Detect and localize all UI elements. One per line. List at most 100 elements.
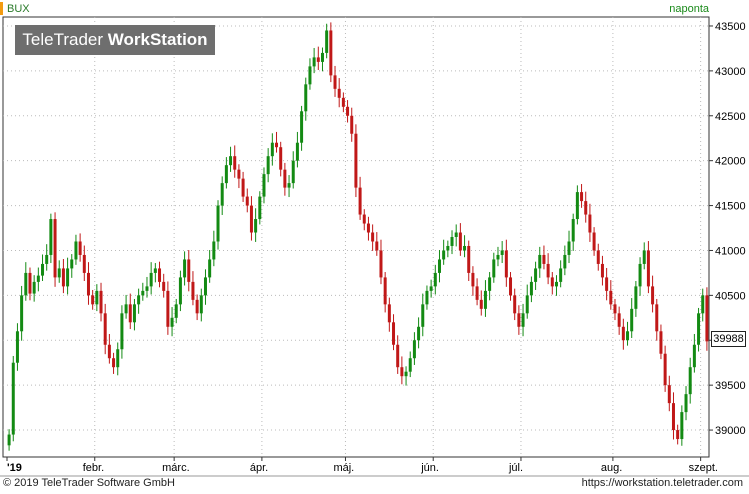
candle-body xyxy=(483,290,487,309)
candle-body xyxy=(295,142,299,161)
candle-body xyxy=(517,313,521,327)
candle-body xyxy=(613,304,617,314)
candle-body xyxy=(128,304,132,323)
candle-body xyxy=(667,385,671,404)
x-tick-label: szept. xyxy=(689,462,718,474)
candle-body xyxy=(408,358,412,372)
candle-body xyxy=(187,259,191,282)
candle-body xyxy=(241,178,245,197)
candle-body xyxy=(663,353,667,386)
candle-body xyxy=(237,169,241,179)
candle-body xyxy=(107,344,111,359)
x-tick-label: ápr. xyxy=(250,462,268,474)
candle-body xyxy=(538,254,542,269)
candle-body xyxy=(688,367,692,395)
candle-body xyxy=(279,147,283,170)
candle-body xyxy=(458,232,462,251)
candle-body xyxy=(701,295,705,314)
last-value-badge: 39988 xyxy=(711,331,746,347)
candle-body xyxy=(375,241,379,251)
symbol-label[interactable]: BUX xyxy=(7,3,30,15)
candle-body xyxy=(325,30,329,53)
candle-body xyxy=(425,290,429,305)
candle-body xyxy=(99,290,103,314)
candle-body xyxy=(646,250,650,287)
period-label[interactable]: naponta xyxy=(669,3,709,15)
candle-body xyxy=(7,434,11,446)
candle-body xyxy=(651,286,655,305)
candle-body xyxy=(534,268,538,282)
candle-body xyxy=(346,106,350,116)
candle-body xyxy=(287,183,291,188)
candle-body xyxy=(642,250,646,264)
candle-body xyxy=(542,254,546,264)
x-tick-label: júl. xyxy=(508,462,523,474)
candle-body xyxy=(433,272,437,287)
candle-body xyxy=(145,286,149,291)
candle-body xyxy=(580,192,584,202)
candle-body xyxy=(158,268,162,282)
candle-body xyxy=(584,201,588,215)
plot-border xyxy=(2,16,710,458)
candle-body xyxy=(563,254,567,269)
candle-body xyxy=(525,295,529,314)
candle-body xyxy=(300,111,304,143)
x-tick-label: jún. xyxy=(420,462,439,474)
candle-body xyxy=(112,358,116,368)
candle-body xyxy=(24,272,28,296)
candle-body xyxy=(20,295,24,332)
candle-body xyxy=(387,304,391,323)
candle-body xyxy=(208,259,212,278)
y-tick-label: 41000 xyxy=(715,245,746,257)
candle-body xyxy=(195,299,199,314)
candle-body xyxy=(450,237,454,246)
candle-body xyxy=(137,295,141,305)
candle-body xyxy=(149,272,153,287)
candle-body xyxy=(513,295,517,314)
candle-body xyxy=(233,156,237,170)
y-tick-label: 43000 xyxy=(715,66,746,78)
candle-body xyxy=(362,214,366,224)
candle-body xyxy=(53,219,57,278)
footer-url[interactable]: https://workstation.teletrader.com xyxy=(581,477,743,489)
candle-body xyxy=(692,344,696,368)
candle-body xyxy=(630,308,634,332)
candle-body xyxy=(270,142,274,157)
candle-body xyxy=(442,250,446,260)
candle-body xyxy=(70,259,74,269)
candle-body xyxy=(166,290,170,327)
candle-body xyxy=(379,250,383,278)
candle-body xyxy=(504,250,508,278)
candle-body xyxy=(229,156,233,166)
candle-body xyxy=(57,268,61,278)
candle-body xyxy=(341,97,345,107)
x-tick-label: aug. xyxy=(601,462,622,474)
candle-body xyxy=(621,326,625,341)
candle-body xyxy=(61,268,65,287)
candle-body xyxy=(396,344,400,368)
y-tick-label: 42500 xyxy=(715,111,746,123)
y-tick-label: 42000 xyxy=(715,156,746,168)
y-tick-label: 41500 xyxy=(715,201,746,213)
candle-body xyxy=(312,57,316,67)
candle-body xyxy=(383,277,387,305)
candle-body xyxy=(329,30,333,76)
candle-body xyxy=(488,277,492,291)
candle-body xyxy=(684,394,688,413)
candle-body xyxy=(392,322,396,345)
candle-body xyxy=(592,232,596,251)
x-tick-label: márc. xyxy=(162,462,190,474)
candle-body xyxy=(626,331,630,341)
x-tick-label: febr. xyxy=(83,462,104,474)
candle-body xyxy=(275,142,279,148)
candle-body xyxy=(567,241,571,255)
candle-body xyxy=(655,304,659,332)
candle-body xyxy=(475,286,479,300)
candle-body xyxy=(116,349,120,368)
candle-body xyxy=(132,304,136,323)
candle-body xyxy=(262,174,266,197)
candle-body xyxy=(291,160,295,184)
x-tick-label: '19 xyxy=(7,462,22,474)
candle-body xyxy=(421,304,425,327)
